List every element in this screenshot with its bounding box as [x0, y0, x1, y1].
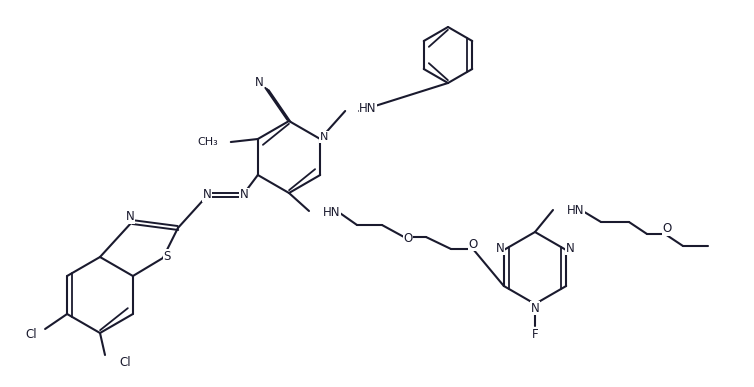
Text: N: N	[320, 132, 328, 142]
Text: S: S	[163, 250, 170, 262]
Text: N: N	[240, 188, 248, 202]
Text: N: N	[566, 241, 575, 255]
Text: O: O	[403, 233, 412, 245]
Text: O: O	[468, 238, 477, 250]
Text: HN: HN	[359, 103, 377, 115]
Text: N: N	[495, 241, 504, 255]
Text: F: F	[532, 327, 538, 341]
Text: N: N	[255, 75, 263, 89]
Text: Cl: Cl	[119, 356, 130, 370]
Text: N: N	[531, 301, 539, 315]
Text: CH₃: CH₃	[197, 137, 218, 147]
Text: Cl: Cl	[26, 329, 37, 341]
Text: HN: HN	[323, 207, 341, 219]
Text: HN: HN	[567, 204, 584, 216]
Text: N: N	[126, 211, 134, 224]
Text: O: O	[662, 223, 672, 236]
Text: N: N	[202, 188, 211, 202]
